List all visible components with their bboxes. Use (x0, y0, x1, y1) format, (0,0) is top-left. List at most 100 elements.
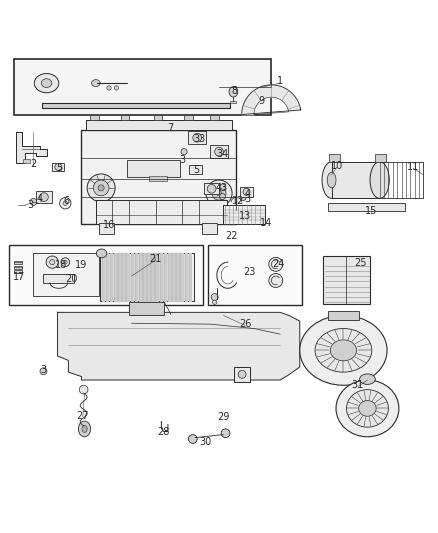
Bar (230, 101, 237, 103)
Ellipse shape (346, 390, 389, 427)
Text: 24: 24 (272, 260, 284, 269)
Text: 4: 4 (216, 183, 222, 193)
Ellipse shape (221, 429, 230, 438)
Polygon shape (131, 253, 133, 301)
Polygon shape (139, 253, 141, 301)
Polygon shape (184, 253, 187, 301)
Text: 25: 25 (355, 258, 367, 268)
Polygon shape (189, 253, 191, 301)
Text: 4: 4 (244, 189, 251, 199)
Polygon shape (180, 253, 183, 301)
Polygon shape (114, 253, 117, 301)
Ellipse shape (46, 256, 58, 268)
Text: 16: 16 (103, 220, 115, 230)
Bar (9, 245, 203, 305)
Polygon shape (164, 253, 166, 301)
FancyBboxPatch shape (143, 61, 206, 104)
Ellipse shape (60, 198, 71, 209)
Ellipse shape (269, 273, 283, 287)
Bar (223, 205, 265, 224)
Ellipse shape (336, 380, 399, 437)
Ellipse shape (40, 368, 47, 375)
Text: 31: 31 (352, 380, 364, 390)
Ellipse shape (41, 79, 52, 87)
Bar (52, 163, 64, 171)
Text: 28: 28 (157, 427, 170, 438)
Bar (210, 145, 228, 158)
Text: 6: 6 (63, 196, 69, 206)
Ellipse shape (212, 186, 226, 200)
Bar (14, 270, 21, 273)
Ellipse shape (207, 184, 216, 193)
Ellipse shape (327, 172, 336, 188)
Polygon shape (172, 253, 175, 301)
Ellipse shape (82, 425, 87, 432)
Text: 22: 22 (225, 231, 237, 241)
Ellipse shape (370, 161, 389, 198)
Ellipse shape (87, 174, 115, 202)
Bar (127, 160, 180, 177)
Text: 15: 15 (365, 206, 377, 216)
Text: 3: 3 (40, 365, 46, 375)
Text: 21: 21 (149, 254, 162, 264)
Polygon shape (143, 253, 146, 301)
Text: 33: 33 (193, 134, 205, 143)
Text: 13: 13 (239, 211, 251, 221)
Bar (188, 131, 206, 144)
Ellipse shape (360, 374, 375, 384)
Bar (204, 183, 219, 195)
Text: 3: 3 (244, 194, 251, 204)
Ellipse shape (188, 434, 197, 443)
Ellipse shape (34, 74, 59, 93)
Ellipse shape (49, 260, 55, 265)
Ellipse shape (219, 184, 226, 190)
Text: 19: 19 (75, 260, 88, 270)
FancyBboxPatch shape (82, 67, 140, 99)
Ellipse shape (212, 300, 217, 304)
Bar (234, 367, 250, 382)
Ellipse shape (107, 86, 111, 90)
Bar (90, 115, 99, 120)
Ellipse shape (193, 133, 201, 142)
Bar (81, 130, 237, 224)
Bar (42, 103, 230, 108)
Bar (149, 176, 166, 181)
Bar (184, 115, 193, 120)
Ellipse shape (63, 201, 67, 205)
Ellipse shape (216, 190, 222, 196)
Ellipse shape (211, 294, 218, 301)
Bar (240, 187, 253, 197)
Ellipse shape (206, 180, 232, 206)
Ellipse shape (39, 193, 48, 201)
Bar (35, 191, 52, 203)
Text: 5: 5 (193, 165, 199, 175)
Ellipse shape (78, 421, 91, 437)
Text: 27: 27 (77, 411, 89, 421)
Text: 23: 23 (244, 266, 256, 277)
Ellipse shape (330, 340, 357, 361)
Bar (86, 120, 232, 130)
Text: 34: 34 (216, 149, 229, 159)
Text: 9: 9 (259, 96, 265, 107)
Text: 17: 17 (13, 272, 25, 282)
Bar (323, 256, 370, 304)
Text: 14: 14 (260, 218, 272, 228)
Ellipse shape (240, 195, 246, 200)
Polygon shape (57, 312, 300, 380)
Ellipse shape (93, 180, 109, 196)
Bar (100, 253, 194, 301)
Polygon shape (127, 253, 129, 301)
Ellipse shape (55, 164, 62, 171)
Ellipse shape (269, 257, 283, 271)
Polygon shape (147, 253, 150, 301)
Bar (121, 115, 130, 120)
Ellipse shape (96, 249, 107, 258)
Text: 20: 20 (66, 274, 78, 284)
Polygon shape (102, 253, 104, 301)
Ellipse shape (229, 87, 238, 97)
Text: 4: 4 (37, 194, 43, 204)
Text: 18: 18 (55, 260, 67, 270)
Bar (23, 159, 30, 163)
Ellipse shape (79, 385, 88, 394)
Bar (96, 200, 227, 224)
